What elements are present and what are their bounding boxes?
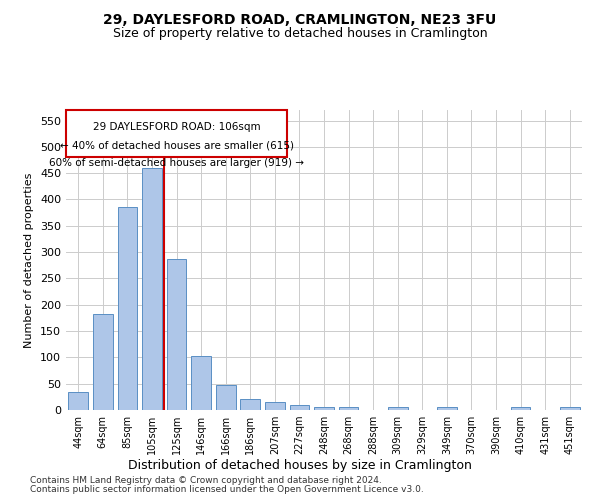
Bar [216, 384, 236, 410]
Text: 29 DAYLESFORD ROAD: 106sqm: 29 DAYLESFORD ROAD: 106sqm [93, 122, 260, 132]
Bar [93, 314, 113, 410]
Text: Distribution of detached houses by size in Cramlington: Distribution of detached houses by size … [128, 458, 472, 471]
Text: Contains HM Land Registry data © Crown copyright and database right 2024.: Contains HM Land Registry data © Crown c… [30, 476, 382, 485]
Bar [314, 408, 334, 410]
Bar [167, 260, 187, 410]
Text: 29, DAYLESFORD ROAD, CRAMLINGTON, NE23 3FU: 29, DAYLESFORD ROAD, CRAMLINGTON, NE23 3… [103, 12, 497, 26]
Bar [511, 408, 530, 410]
Text: Size of property relative to detached houses in Cramlington: Size of property relative to detached ho… [113, 28, 487, 40]
Bar [560, 408, 580, 410]
FancyBboxPatch shape [66, 110, 287, 158]
Text: ← 40% of detached houses are smaller (615): ← 40% of detached houses are smaller (61… [59, 140, 293, 150]
Bar [142, 168, 162, 410]
Bar [68, 392, 88, 410]
Bar [191, 356, 211, 410]
Bar [437, 408, 457, 410]
Bar [265, 402, 284, 410]
Bar [339, 408, 358, 410]
Text: Contains public sector information licensed under the Open Government Licence v3: Contains public sector information licen… [30, 485, 424, 494]
Bar [290, 404, 309, 410]
Bar [241, 400, 260, 410]
Bar [118, 208, 137, 410]
Y-axis label: Number of detached properties: Number of detached properties [25, 172, 34, 348]
Text: 60% of semi-detached houses are larger (919) →: 60% of semi-detached houses are larger (… [49, 158, 304, 168]
Bar [388, 408, 407, 410]
